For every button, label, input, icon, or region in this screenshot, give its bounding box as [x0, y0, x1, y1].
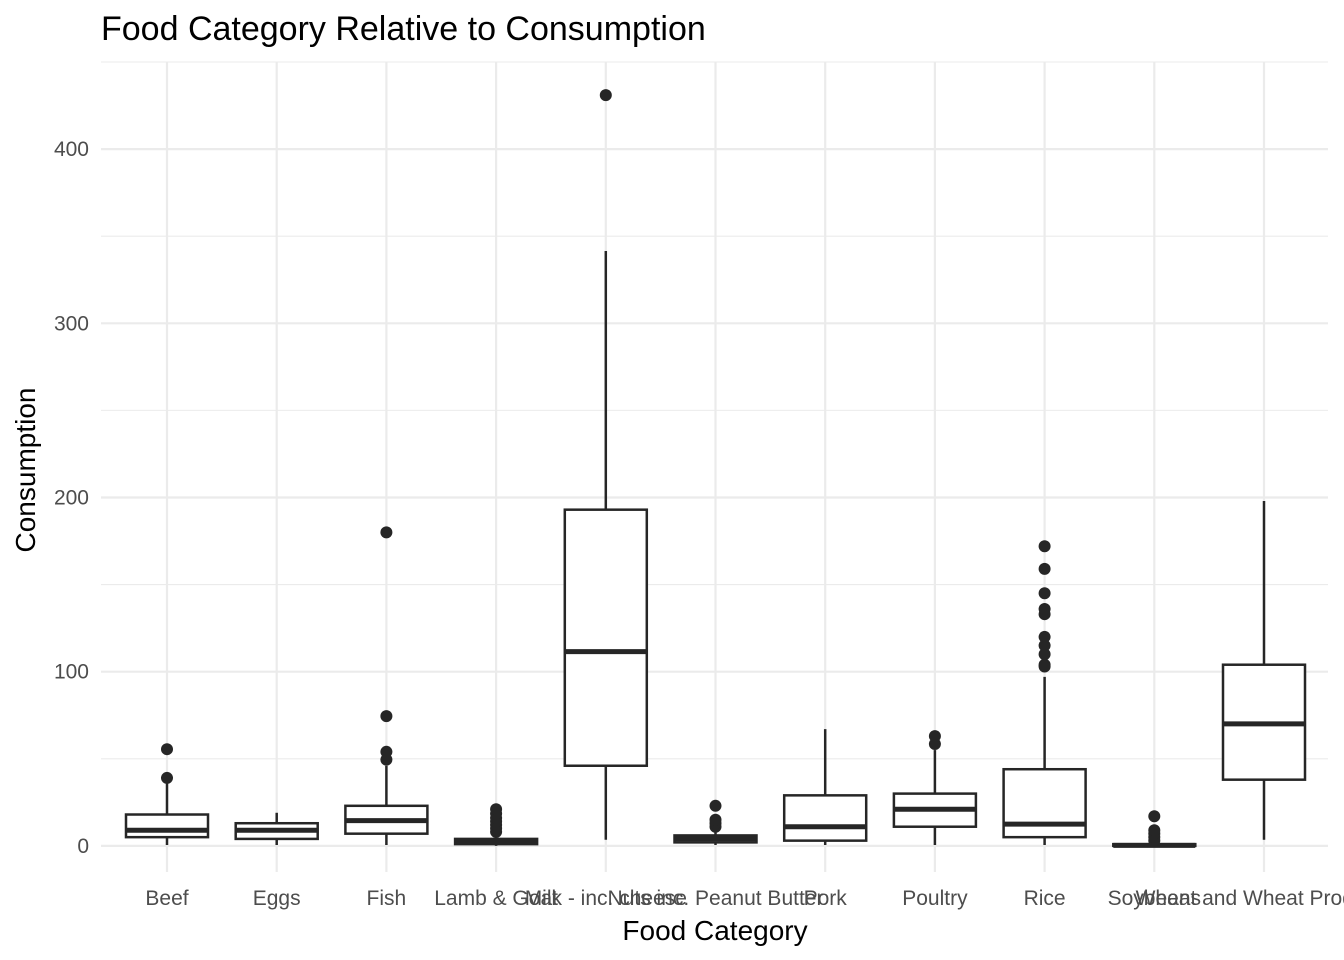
- box-soybeans: [1112, 810, 1197, 848]
- outlier-point: [709, 799, 722, 812]
- x-tick-label: Rice: [1024, 887, 1066, 910]
- outlier-point: [161, 743, 173, 756]
- iqr-box: [124, 813, 210, 839]
- box-milk-inc-cheese: [563, 89, 649, 840]
- y-axis-ticks: 0 100 200 300 400: [54, 138, 89, 858]
- box-beef: [124, 743, 210, 845]
- boxes: [124, 89, 1307, 848]
- outlier-point: [380, 745, 393, 758]
- outlier-point: [380, 710, 393, 723]
- box-pork: [782, 729, 868, 845]
- outlier-point: [1038, 540, 1051, 553]
- x-tick-label: Soybeans: [1108, 887, 1201, 910]
- grid: [101, 61, 1328, 872]
- y-tick-label: 400: [54, 138, 89, 161]
- x-tick-label: Poultry: [902, 887, 968, 910]
- box-lamb-goat: [453, 803, 539, 846]
- box-eggs: [234, 812, 319, 845]
- y-axis-title: Consumption: [10, 388, 41, 553]
- box-nuts-inc-peanut-butter: [673, 799, 758, 845]
- outlier-point: [1038, 602, 1051, 615]
- iqr-box: [563, 508, 649, 767]
- outlier-point: [1038, 630, 1051, 643]
- outlier-point: [709, 813, 722, 826]
- outlier-point: [599, 89, 612, 102]
- outlier-point: [490, 803, 503, 816]
- x-tick-label: Beef: [145, 887, 188, 910]
- x-tick-label: Pork: [804, 887, 848, 910]
- outlier-point: [1038, 648, 1051, 661]
- outlier-point: [1148, 810, 1161, 823]
- y-tick-label: 200: [54, 486, 89, 509]
- x-tick-label: Lamb & Goat: [434, 887, 558, 910]
- iqr-box: [1002, 767, 1087, 839]
- outlier-point: [928, 730, 941, 743]
- outlier-point: [1148, 824, 1161, 837]
- box-poultry: [892, 730, 978, 845]
- outlier-point: [1038, 639, 1051, 652]
- x-axis-title: Food Category: [622, 915, 807, 946]
- chart-title: Food Category Relative to Consumption: [101, 10, 706, 48]
- x-tick-label: Wheat and Wheat Products: [1136, 887, 1344, 910]
- box-wheat-and-wheat-products: [1221, 500, 1307, 840]
- y-tick-label: 100: [54, 661, 89, 684]
- x-tick-label: Fish: [367, 887, 407, 910]
- y-tick-label: 300: [54, 312, 89, 335]
- iqr-box: [782, 794, 868, 842]
- x-tick-label: Milk - inc. cheese: [525, 887, 687, 910]
- box-fish: [344, 526, 429, 845]
- outlier-point: [1038, 587, 1051, 600]
- outlier-point: [161, 771, 173, 784]
- x-tick-label: Nuts inc. Peanut Butter: [608, 887, 824, 910]
- outlier-point: [1038, 562, 1051, 575]
- x-tick-label: Eggs: [253, 887, 301, 910]
- outlier-point: [380, 526, 393, 539]
- y-tick-label: 0: [77, 835, 89, 858]
- box-rice: [1002, 540, 1087, 845]
- outlier-point: [1038, 658, 1051, 671]
